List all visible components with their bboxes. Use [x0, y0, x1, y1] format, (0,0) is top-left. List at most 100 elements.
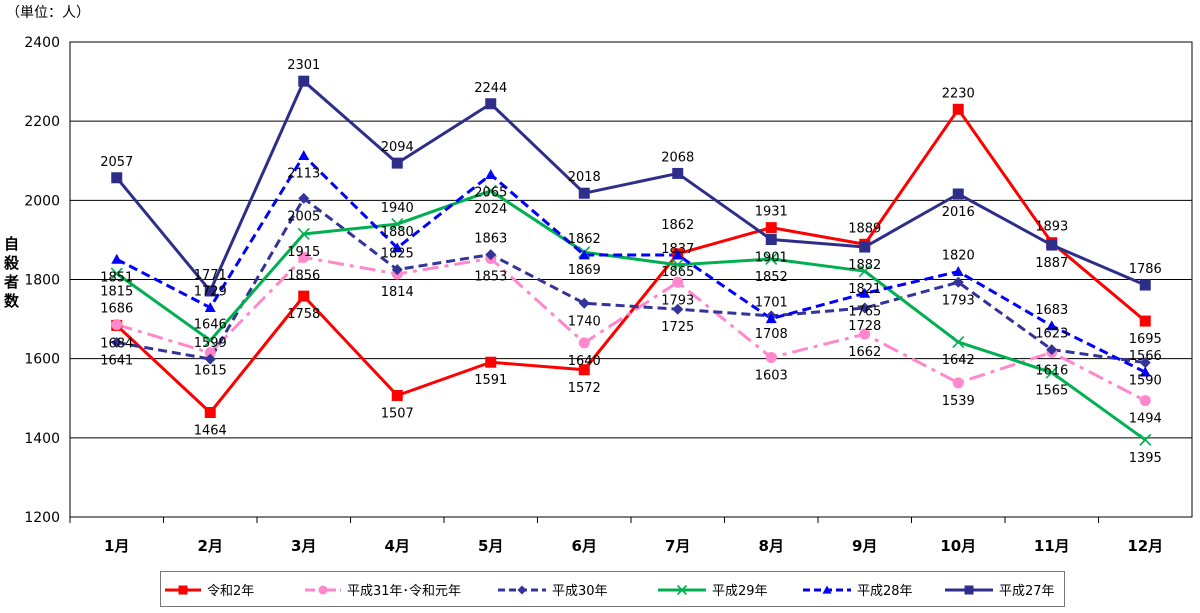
data-point-marker	[111, 319, 123, 331]
data-label: 1725	[661, 320, 694, 335]
data-point-marker	[672, 167, 684, 179]
data-label: 1814	[381, 285, 414, 300]
data-label: 1793	[661, 293, 694, 308]
data-point-marker	[672, 276, 684, 288]
legend-label: 令和2年	[207, 584, 254, 599]
data-point-marker	[859, 287, 871, 298]
data-label: 1708	[755, 327, 788, 342]
legend-marker	[517, 585, 527, 595]
data-label: 1889	[848, 221, 881, 236]
data-label: 1863	[474, 232, 507, 247]
data-label: 2024	[474, 202, 507, 217]
data-label: 2018	[568, 170, 601, 185]
data-point-marker	[485, 98, 497, 110]
data-point-marker	[765, 351, 777, 363]
data-point-marker	[1046, 320, 1058, 331]
y-tick-label: 1800	[24, 273, 60, 289]
data-point-marker	[952, 266, 964, 276]
series-line	[116, 154, 1146, 374]
x-tick-label: 5月	[478, 537, 503, 555]
y-tick-label: 2200	[24, 114, 60, 130]
data-point-marker	[391, 389, 403, 401]
data-label: 1931	[755, 205, 788, 220]
x-tick-label: 3月	[291, 537, 316, 555]
data-point-marker	[859, 241, 871, 253]
data-point-marker	[391, 264, 403, 276]
data-label: 1765	[848, 304, 881, 319]
legend-marker	[178, 585, 188, 595]
data-point-marker	[952, 377, 964, 389]
x-tick-label: 4月	[385, 537, 410, 555]
legend-label: 平成28年	[857, 584, 913, 599]
data-point-marker	[391, 242, 403, 253]
data-label: 1887	[1035, 256, 1068, 271]
data-point-marker	[765, 313, 777, 324]
series-markers	[110, 75, 1152, 446]
x-tick-label: 1月	[104, 537, 129, 555]
data-label: 1566	[1129, 349, 1162, 364]
data-point-marker	[298, 150, 310, 161]
data-point-marker	[204, 347, 216, 359]
data-point-marker	[204, 334, 217, 347]
data-point-marker	[1139, 315, 1151, 327]
data-label: 1793	[942, 293, 975, 308]
data-label: 2065	[474, 186, 507, 201]
data-label: 1880	[381, 225, 414, 240]
legend-marker	[822, 585, 832, 594]
data-label: 1565	[1035, 384, 1068, 399]
data-label: 1940	[381, 201, 414, 216]
data-point-marker	[298, 290, 310, 302]
data-label: 2057	[100, 155, 133, 170]
data-label: 1821	[848, 282, 881, 297]
data-point-marker	[858, 265, 871, 278]
data-label: 1853	[474, 270, 507, 285]
data-point-marker	[1139, 366, 1151, 377]
data-label: 1539	[942, 394, 975, 409]
data-label: 1640	[568, 354, 601, 369]
data-point-marker	[485, 356, 497, 368]
data-point-marker	[952, 276, 964, 288]
data-label: 1862	[568, 232, 601, 247]
data-point-marker	[1046, 344, 1058, 356]
x-tick-label: 11月	[1034, 537, 1070, 555]
y-tick-label: 1600	[24, 352, 60, 368]
data-label: 2230	[942, 86, 975, 101]
legend-marker	[676, 584, 688, 596]
unit-note: （単位：人）	[6, 5, 90, 21]
data-label: 1603	[755, 368, 788, 383]
data-point-marker	[391, 218, 404, 231]
data-label: 1464	[194, 424, 227, 439]
legend-label: 平成29年	[712, 584, 768, 599]
data-label: 1862	[661, 218, 694, 233]
data-point-marker	[204, 285, 216, 297]
data-point-marker	[1139, 279, 1151, 291]
data-label: 1837	[661, 242, 694, 257]
x-tick-label: 2月	[198, 537, 223, 555]
data-label: 1901	[755, 251, 788, 266]
data-point-marker	[298, 192, 310, 204]
data-point-marker	[484, 184, 497, 197]
legend: 令和2年 平成31年･令和元年 平成30年 平成29年 平成28年 平成27年	[160, 571, 1065, 607]
data-label: 2094	[381, 140, 414, 155]
data-label: 1507	[381, 406, 414, 421]
data-point-marker	[671, 258, 684, 271]
data-point-marker	[1045, 366, 1058, 379]
y-tick-label: 2400	[24, 35, 60, 51]
y-tick-label: 1200	[24, 510, 60, 526]
x-tick-label: 9月	[852, 537, 877, 555]
data-label: 2005	[287, 209, 320, 224]
data-point-marker	[298, 75, 310, 87]
data-label: 1599	[194, 336, 227, 351]
data-label: 1728	[848, 319, 881, 334]
data-point-marker	[485, 169, 497, 180]
data-point-marker	[485, 249, 497, 261]
x-tick-label: 10月	[940, 537, 976, 555]
x-tick-label: 7月	[665, 537, 690, 555]
data-point-marker	[297, 227, 310, 241]
series-line	[115, 107, 1147, 414]
data-point-marker	[952, 188, 964, 200]
data-point-marker	[1046, 239, 1058, 251]
data-label: 1572	[568, 381, 601, 396]
data-point-marker	[391, 157, 403, 169]
